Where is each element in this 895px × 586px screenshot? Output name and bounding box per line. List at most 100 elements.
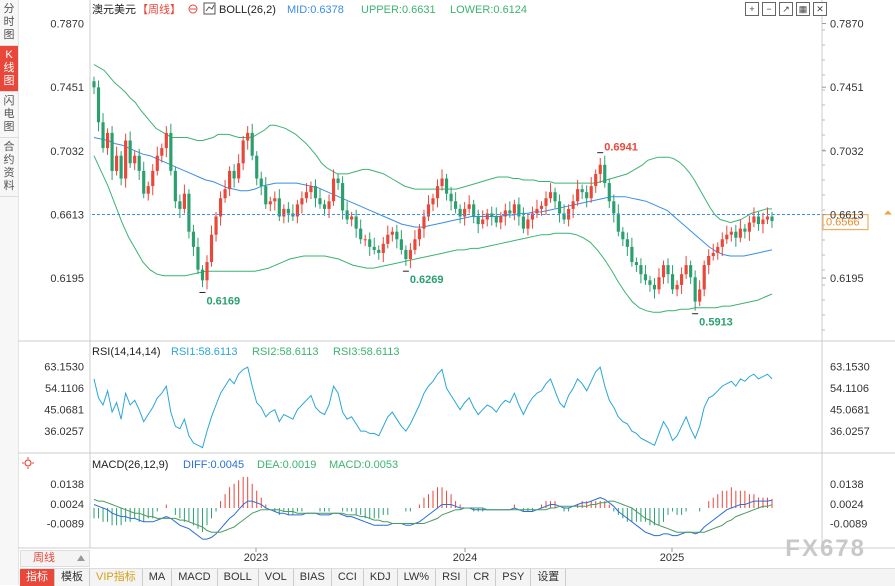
candle-body [612,201,616,214]
candle-body [228,170,232,190]
candle-body [716,246,720,253]
watermark: FX678 [785,535,866,562]
plus-box-icon[interactable]: + [745,2,759,16]
rsi2-value: RSI2:58.6113 [252,346,318,358]
y-tick-label-right: 0.7451 [830,82,864,94]
macd-diff-line [93,497,773,540]
candle-body [191,231,196,247]
minus-box-icon[interactable]: − [762,2,776,16]
candle-body [422,216,426,229]
candle-body [535,208,539,214]
candle-body [657,277,661,290]
candle-body [273,198,277,202]
indicator-toggle-icon[interactable] [203,2,216,15]
boll-label: BOLL(26,2) [219,4,276,16]
candle-body [160,148,164,156]
y-tick-label-right: 0.6613 [830,210,864,222]
candle-body [702,265,706,290]
grid-box-icon[interactable]: ▦ [796,2,810,16]
candle-body [336,178,340,184]
rsi-tick-label-right: 54.1106 [830,383,869,395]
candle-body [246,132,250,141]
rsi-label: RSI(14,14,14) [92,346,160,358]
toolbar-item[interactable]: BOLL [218,569,259,586]
side-tab-contract[interactable]: 合约资料 [0,138,18,197]
candle-body [232,170,236,179]
candle-body [359,228,363,240]
rsi3-value: RSI3:58.6113 [333,346,399,358]
side-tab-flash[interactable]: 闪电图 [0,92,18,138]
candle-body [341,183,345,211]
toolbar-item[interactable]: 设置 [531,569,567,586]
candle-body [209,234,214,263]
candle-body [729,231,733,235]
candle-body [286,208,290,214]
side-tab-timeshare[interactable]: 分时图 [0,0,18,46]
candle-body [472,204,476,217]
candle-body [490,213,494,217]
toolbar-item[interactable]: VIP指标 [90,569,143,586]
x-tick-label: 2023 [244,552,268,564]
toolbar-item[interactable]: VOL [259,569,294,586]
macd-tick-label: 0.0138 [50,479,84,491]
candle-body [648,280,652,285]
toolbar-item[interactable]: LW% [398,569,437,586]
toolbar-item[interactable]: 指标 [20,569,55,586]
toolbar-item[interactable]: BIAS [294,569,332,586]
candle-body [196,246,200,270]
candle-body [693,277,697,302]
toolbar-item[interactable]: CCI [332,569,364,586]
candle-body [571,201,575,209]
side-tab-char: 图 [3,121,15,133]
candle-body [128,140,132,164]
candle-body [309,186,313,193]
side-tab-char: K [5,49,13,61]
candle-body [187,193,191,232]
candle-body [431,198,435,205]
toolbar-item[interactable]: 模板 [55,569,90,586]
candle-body [105,132,110,149]
candle-body [304,192,309,199]
candle-body [521,216,525,229]
candle-body [331,178,336,202]
candle-body [124,140,128,179]
rsi-tick-label: 45.0681 [44,405,84,417]
candle-body [218,198,223,217]
side-tab-char: 分 [3,3,15,15]
candle-body [142,170,146,194]
candle-body [675,284,679,290]
toolbar-item[interactable]: PSY [496,569,532,586]
toolbar-item[interactable]: MACD [172,569,218,586]
candle-body [449,193,453,202]
macd-tick-label: 0.0024 [50,499,84,511]
candle-body [214,216,218,235]
candle-body [295,204,299,217]
candle-body [395,231,399,240]
macd-label: MACD(26,12,9) [92,459,168,471]
rsi-tick-label: 63.1530 [44,362,84,374]
candle-body [625,239,629,247]
candle-body [539,205,544,209]
candle-body [734,231,738,238]
dea-value: DEA:0.0019 [257,459,316,471]
toolbar-item[interactable]: MA [143,569,173,586]
toolbar-item[interactable]: RSI [436,569,468,586]
candle-body [318,198,322,205]
candle-body [277,198,281,217]
candle-body [666,265,670,275]
candle-body [390,231,394,235]
arrow-box-icon[interactable]: ↗ [779,2,793,16]
toolbar-item[interactable]: KDJ [364,569,398,586]
candle-body [241,140,245,164]
candle-body [643,274,648,281]
settings-circle-icon[interactable] [188,4,198,14]
period-select[interactable]: 周线 [20,550,90,567]
toolbar-item[interactable]: CR [467,569,497,586]
y-tick-label: 0.6195 [50,273,84,285]
close-box-icon[interactable]: ✕ [813,2,827,16]
candle-body [255,155,259,179]
sun-settings-icon[interactable] [22,457,34,469]
candle-body [399,239,403,250]
candle-body [684,265,688,275]
